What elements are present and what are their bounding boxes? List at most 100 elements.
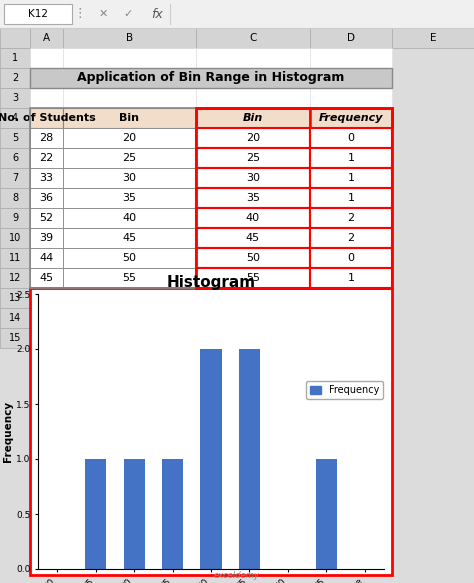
Text: 25: 25 bbox=[246, 153, 260, 163]
Bar bbox=[0, 88, 30, 108]
Bar bbox=[30, 228, 63, 248]
Bar bbox=[196, 148, 310, 168]
Bar bbox=[310, 48, 392, 68]
Bar bbox=[196, 108, 392, 288]
Bar bbox=[63, 208, 196, 228]
Bar bbox=[0, 108, 30, 128]
Bar bbox=[0, 48, 30, 68]
Bar bbox=[30, 128, 63, 148]
Bar bbox=[310, 228, 392, 248]
Text: 44: 44 bbox=[39, 253, 54, 263]
Bar bbox=[310, 248, 392, 268]
Bar bbox=[196, 288, 310, 308]
Bar bbox=[196, 268, 310, 288]
Bar bbox=[63, 28, 196, 48]
Bar bbox=[196, 228, 310, 248]
Bar bbox=[310, 248, 392, 268]
Bar bbox=[310, 108, 392, 128]
Bar bbox=[30, 248, 63, 268]
Text: 11: 11 bbox=[9, 253, 21, 263]
Title: Histogram: Histogram bbox=[166, 275, 255, 290]
Bar bbox=[63, 108, 196, 128]
Text: 15: 15 bbox=[9, 333, 21, 343]
Bar bbox=[196, 268, 310, 288]
Bar bbox=[30, 328, 63, 348]
Text: 6: 6 bbox=[12, 153, 18, 163]
Text: 35: 35 bbox=[122, 193, 137, 203]
Text: 30: 30 bbox=[122, 173, 137, 183]
Bar bbox=[196, 108, 310, 128]
Bar bbox=[63, 248, 196, 268]
Bar bbox=[196, 108, 310, 128]
Bar bbox=[196, 308, 310, 328]
Bar bbox=[0, 268, 30, 288]
Text: 22: 22 bbox=[39, 153, 54, 163]
Bar bbox=[196, 208, 310, 228]
Bar bbox=[196, 168, 310, 188]
Bar bbox=[30, 68, 63, 88]
Bar bbox=[30, 168, 63, 188]
Text: 14: 14 bbox=[9, 313, 21, 323]
Bar bbox=[63, 168, 196, 188]
Text: 1: 1 bbox=[347, 273, 355, 283]
Bar bbox=[30, 28, 63, 48]
Bar bbox=[63, 148, 196, 168]
Text: Frequency: Frequency bbox=[319, 113, 383, 123]
Bar bbox=[310, 208, 392, 228]
Bar bbox=[310, 148, 392, 168]
Bar bbox=[196, 188, 310, 208]
Bar bbox=[310, 288, 392, 308]
Bar bbox=[30, 128, 63, 148]
Text: fx: fx bbox=[151, 8, 163, 20]
Text: 1: 1 bbox=[347, 193, 355, 203]
Bar bbox=[63, 268, 196, 288]
Bar bbox=[196, 248, 310, 268]
Text: C: C bbox=[249, 33, 257, 43]
Text: 9: 9 bbox=[12, 213, 18, 223]
Bar bbox=[310, 128, 392, 148]
Text: 2: 2 bbox=[347, 233, 355, 243]
Text: 39: 39 bbox=[39, 233, 54, 243]
Bar bbox=[196, 188, 310, 208]
Bar bbox=[316, 459, 337, 569]
Bar bbox=[63, 128, 196, 148]
Bar bbox=[63, 208, 196, 228]
Bar bbox=[85, 459, 106, 569]
Bar bbox=[30, 148, 63, 168]
Bar bbox=[30, 208, 63, 228]
Bar bbox=[310, 208, 392, 228]
Bar bbox=[63, 248, 196, 268]
Text: 55: 55 bbox=[246, 273, 260, 283]
Bar bbox=[63, 288, 196, 308]
Text: exceldemy: exceldemy bbox=[214, 571, 260, 580]
Bar bbox=[196, 128, 310, 148]
Bar bbox=[4, 4, 72, 24]
Bar bbox=[196, 248, 310, 268]
Bar bbox=[30, 208, 63, 228]
Text: 33: 33 bbox=[39, 173, 54, 183]
Text: Application of Bin Range in Histogram: Application of Bin Range in Histogram bbox=[77, 72, 345, 85]
Bar bbox=[239, 349, 260, 569]
Bar bbox=[196, 128, 310, 148]
Bar bbox=[310, 168, 392, 188]
Text: 1: 1 bbox=[12, 53, 18, 63]
Bar bbox=[310, 128, 392, 148]
Text: 36: 36 bbox=[39, 193, 54, 203]
Text: 45: 45 bbox=[39, 273, 54, 283]
Text: E: E bbox=[430, 33, 436, 43]
Bar bbox=[196, 48, 310, 68]
Bar bbox=[310, 308, 392, 328]
Bar bbox=[30, 268, 63, 288]
Bar bbox=[0, 188, 30, 208]
Bar bbox=[196, 28, 310, 48]
Bar bbox=[310, 68, 392, 88]
Text: 7: 7 bbox=[12, 173, 18, 183]
Text: ✓: ✓ bbox=[123, 9, 133, 19]
Bar bbox=[63, 128, 196, 148]
Bar bbox=[196, 168, 310, 188]
Text: 50: 50 bbox=[122, 253, 137, 263]
Bar bbox=[30, 88, 63, 108]
Bar bbox=[310, 188, 392, 208]
Text: 40: 40 bbox=[122, 213, 137, 223]
Bar bbox=[30, 168, 63, 188]
